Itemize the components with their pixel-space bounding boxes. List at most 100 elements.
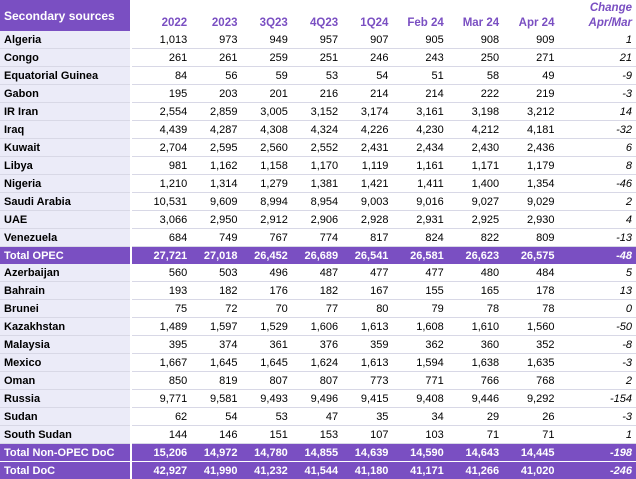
value-cell: 8,954 — [292, 193, 342, 211]
value-cell: 3,174 — [342, 103, 392, 121]
value-cell: 487 — [292, 264, 342, 282]
value-cell: 1,381 — [292, 175, 342, 193]
value-cell: 214 — [342, 85, 392, 103]
value-cell: 4,226 — [342, 121, 392, 139]
value-cell: 26,575 — [503, 247, 558, 265]
value-cell: 503 — [191, 264, 241, 282]
change-cell: 2 — [558, 372, 636, 390]
column-header: Apr 24 — [503, 15, 558, 31]
change-cell: 1 — [558, 426, 636, 444]
column-header: Mar 24 — [448, 15, 503, 31]
value-cell: 79 — [392, 300, 447, 318]
row-label: Nigeria — [0, 175, 131, 193]
value-cell: 14,855 — [292, 444, 342, 462]
row-label: Gabon — [0, 85, 131, 103]
value-cell: 41,232 — [242, 462, 292, 479]
change-subheader: Apr/Mar — [558, 15, 636, 31]
value-cell: 4,308 — [242, 121, 292, 139]
value-cell: 9,493 — [242, 390, 292, 408]
value-cell: 77 — [292, 300, 342, 318]
value-cell: 3,152 — [292, 103, 342, 121]
value-cell: 201 — [242, 85, 292, 103]
value-cell: 1,613 — [342, 354, 392, 372]
value-cell: 1,314 — [191, 175, 241, 193]
value-cell: 1,354 — [503, 175, 558, 193]
change-cell: -3 — [558, 354, 636, 372]
table-title: Secondary sources — [0, 0, 131, 31]
value-cell: 144 — [131, 426, 191, 444]
value-cell: 54 — [191, 408, 241, 426]
row-label: Mexico — [0, 354, 131, 372]
value-cell: 4,287 — [191, 121, 241, 139]
value-cell: 1,594 — [392, 354, 447, 372]
value-cell: 1,162 — [191, 157, 241, 175]
value-cell: 4,230 — [392, 121, 447, 139]
value-cell: 84 — [131, 67, 191, 85]
value-cell: 195 — [131, 85, 191, 103]
value-cell: 496 — [242, 264, 292, 282]
value-cell: 80 — [342, 300, 392, 318]
value-cell: 361 — [242, 336, 292, 354]
value-cell: 41,266 — [448, 462, 503, 479]
value-cell: 1,411 — [392, 175, 447, 193]
value-cell: 1,013 — [131, 31, 191, 49]
value-cell: 2,431 — [342, 139, 392, 157]
value-cell: 10,531 — [131, 193, 191, 211]
column-header: Feb 24 — [392, 15, 447, 31]
value-cell: 2,928 — [342, 211, 392, 229]
change-cell: 1 — [558, 31, 636, 49]
value-cell: 29 — [448, 408, 503, 426]
row-label: Kuwait — [0, 139, 131, 157]
header-spacer — [131, 0, 559, 15]
value-cell: 26,541 — [342, 247, 392, 265]
column-header: 4Q23 — [292, 15, 342, 31]
value-cell: 14,972 — [191, 444, 241, 462]
value-cell: 216 — [292, 85, 342, 103]
value-cell: 2,859 — [191, 103, 241, 121]
value-cell: 146 — [191, 426, 241, 444]
value-cell: 2,430 — [448, 139, 503, 157]
value-cell: 178 — [503, 282, 558, 300]
value-cell: 182 — [191, 282, 241, 300]
value-cell: 774 — [292, 229, 342, 247]
value-cell: 41,544 — [292, 462, 342, 479]
row-label: Azerbaijan — [0, 264, 131, 282]
value-cell: 477 — [342, 264, 392, 282]
value-cell: 360 — [448, 336, 503, 354]
column-header: 3Q23 — [242, 15, 292, 31]
value-cell: 973 — [191, 31, 241, 49]
row-label: Total OPEC — [0, 247, 131, 265]
value-cell: 4,212 — [448, 121, 503, 139]
value-cell: 107 — [342, 426, 392, 444]
value-cell: 2,434 — [392, 139, 447, 157]
value-cell: 1,613 — [342, 318, 392, 336]
value-cell: 153 — [292, 426, 342, 444]
value-cell: 2,704 — [131, 139, 191, 157]
value-cell: 9,581 — [191, 390, 241, 408]
value-cell: 26,452 — [242, 247, 292, 265]
change-cell: 0 — [558, 300, 636, 318]
value-cell: 809 — [503, 229, 558, 247]
change-cell: -9 — [558, 67, 636, 85]
value-cell: 1,645 — [191, 354, 241, 372]
value-cell: 103 — [392, 426, 447, 444]
value-cell: 1,667 — [131, 354, 191, 372]
value-cell: 684 — [131, 229, 191, 247]
value-cell: 3,198 — [448, 103, 503, 121]
value-cell: 1,119 — [342, 157, 392, 175]
value-cell: 907 — [342, 31, 392, 49]
value-cell: 261 — [131, 49, 191, 67]
value-cell: 27,721 — [131, 247, 191, 265]
value-cell: 1,210 — [131, 175, 191, 193]
